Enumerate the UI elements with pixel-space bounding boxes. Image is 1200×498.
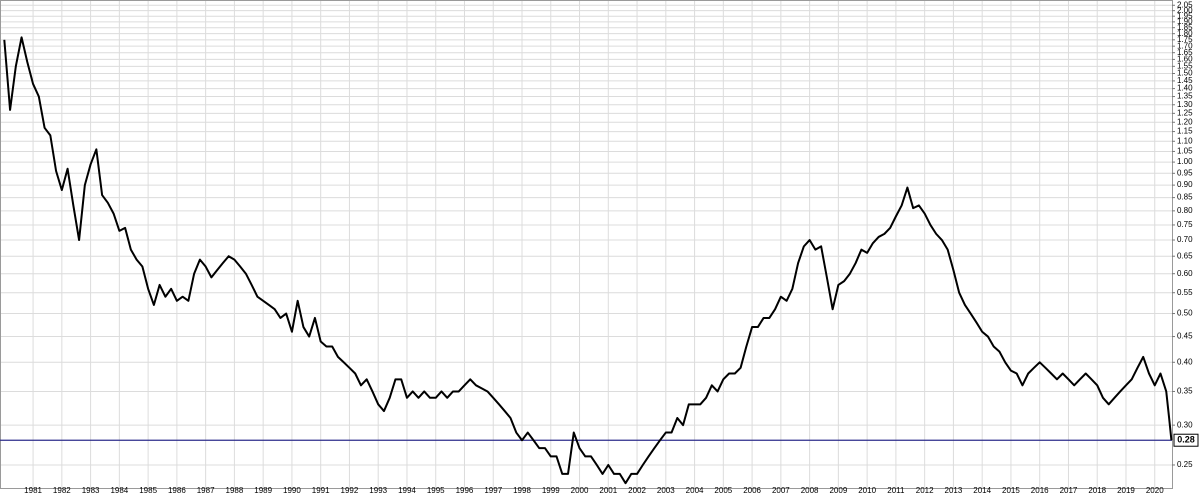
grid [0,0,1172,488]
y-tick-label: 1.55 [1177,61,1193,70]
y-tick-label: 1.05 [1177,147,1193,156]
x-tick-label: 1991 [312,486,330,495]
x-tick-label: 1996 [456,486,474,495]
x-tick-label: 2009 [829,486,847,495]
x-tick-label: 1987 [197,486,215,495]
y-tick-label: 0.60 [1177,269,1193,278]
x-tick-label: 2018 [1088,486,1106,495]
x-tick-label: 1988 [226,486,244,495]
last-value-label: 0.28 [1177,435,1195,445]
y-tick-label: 1.70 [1177,41,1193,50]
x-tick-label: 2019 [1117,486,1135,495]
y-tick-label: 1.30 [1177,100,1193,109]
x-tick-label: 2011 [887,486,905,495]
x-tick-label: 1997 [484,486,502,495]
x-tick-label: 1990 [283,486,301,495]
x-tick-label: 1981 [24,486,42,495]
y-tick-label: 0.55 [1177,288,1193,297]
y-tick-label: 1.85 [1177,23,1193,32]
y-tick-label: 0.25 [1177,460,1193,469]
x-tick-label: 2002 [628,486,646,495]
x-tick-label: 1989 [254,486,272,495]
x-tick-label: 2016 [1031,486,1049,495]
y-tick-label: 2.05 [1177,0,1193,9]
y-tick-label: 1.50 [1177,69,1193,78]
y-tick-label: 1.10 [1177,136,1193,145]
y-tick-label: 1.95 [1177,11,1193,20]
y-tick-label: 0.50 [1177,309,1193,318]
x-tick-label: 1982 [53,486,71,495]
x-tick-label: 1999 [542,486,560,495]
x-tick-label: 2003 [657,486,675,495]
y-tick-label: 1.40 [1177,84,1193,93]
y-tick-label: 1.25 [1177,108,1193,117]
y-tick-label: 0.95 [1177,168,1193,177]
y-tick-label: 0.85 [1177,193,1193,202]
y-tick-label: 0.45 [1177,332,1193,341]
x-tick-label: 1998 [513,486,531,495]
y-tick-label: 0.35 [1177,387,1193,396]
x-tick-label: 1995 [427,486,445,495]
y-tick-label: 0.30 [1177,420,1193,429]
y-tick-label: 0.75 [1177,220,1193,229]
x-tick-label: 2005 [714,486,732,495]
x-tick-label: 2008 [801,486,819,495]
x-tick-label: 1994 [398,486,416,495]
x-tick-label: 2001 [599,486,617,495]
last-value-box [1173,433,1199,447]
y-tick-label: 1.15 [1177,127,1193,136]
x-tick-label: 1985 [139,486,157,495]
y-tick-label: 0.90 [1177,180,1193,189]
x-tick-label: 2015 [1002,486,1020,495]
y-tick-label: 0.65 [1177,251,1193,260]
y-tick-label: 1.35 [1177,92,1193,101]
y-tick-label: 1.90 [1177,17,1193,26]
y-tick-label: 2.00 [1177,6,1193,15]
x-tick-label: 2012 [916,486,934,495]
y-tick-label: 1.60 [1177,55,1193,64]
x-tick-label: 2007 [772,486,790,495]
y-tick-label: 1.00 [1177,157,1193,166]
x-tick-label: 2017 [1060,486,1078,495]
x-tick-label: 2020 [1146,486,1164,495]
x-tick-label: 2006 [743,486,761,495]
y-tick-label: 1.65 [1177,48,1193,57]
y-tick-label: 0.80 [1177,206,1193,215]
x-tick-label: 1983 [82,486,100,495]
y-tick-label: 1.75 [1177,35,1193,44]
y-tick-label: 0.70 [1177,235,1193,244]
y-tick-label: 1.45 [1177,76,1193,85]
x-tick-label: 2000 [571,486,589,495]
y-tick-label: 1.80 [1177,29,1193,38]
x-tick-label: 1986 [168,486,186,495]
x-tick-label: 2010 [858,486,876,495]
price-line [3,36,1173,485]
x-tick-label: 1992 [341,486,359,495]
plot-frame [0,0,1173,489]
x-tick-label: 2013 [945,486,963,495]
x-tick-label: 1993 [369,486,387,495]
x-tick-label: 2014 [973,486,991,495]
y-tick-label: 1.20 [1177,117,1193,126]
x-tick-label: 2004 [686,486,704,495]
x-tick-label: 1984 [110,486,128,495]
y-tick-label: 0.40 [1177,357,1193,366]
